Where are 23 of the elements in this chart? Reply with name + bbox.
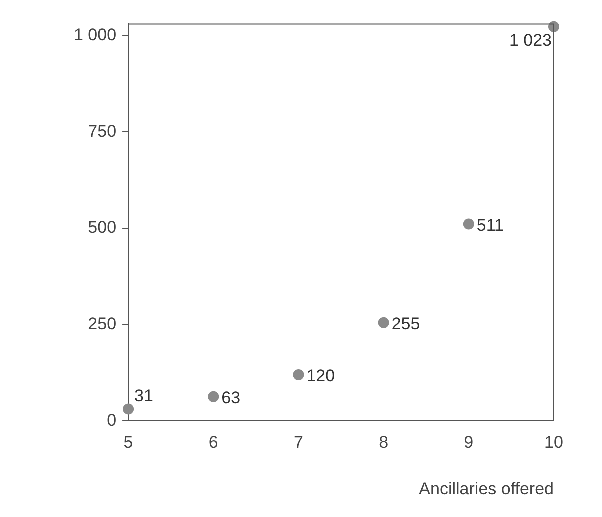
point bbox=[208, 391, 220, 402]
x-tick-label: 7 bbox=[294, 433, 304, 452]
y-tick-label: 750 bbox=[88, 122, 117, 141]
x-tick-label: 5 bbox=[124, 433, 134, 452]
x-tick-label: 6 bbox=[208, 433, 218, 452]
x-axis-title: Ancillaries offered bbox=[419, 479, 554, 498]
data-label: 255 bbox=[392, 314, 420, 334]
data-label: 63 bbox=[222, 388, 241, 408]
y-tick-label: 0 bbox=[107, 410, 117, 430]
point bbox=[463, 218, 474, 230]
x-tick-label: 10 bbox=[544, 433, 564, 452]
data-label: 511 bbox=[476, 216, 504, 235]
data-label: 31 bbox=[134, 386, 154, 406]
y-tick-label: 500 bbox=[88, 218, 117, 238]
data-label: 1 023 bbox=[509, 31, 552, 50]
x-tick-label: 9 bbox=[464, 433, 474, 452]
y-tick-label: 1 000 bbox=[74, 25, 117, 44]
point bbox=[123, 404, 134, 415]
data-label: 120 bbox=[306, 366, 336, 386]
point bbox=[293, 369, 304, 380]
y-tick-label: 250 bbox=[88, 314, 117, 334]
x-tick-label: 8 bbox=[379, 433, 389, 452]
point bbox=[378, 317, 390, 328]
